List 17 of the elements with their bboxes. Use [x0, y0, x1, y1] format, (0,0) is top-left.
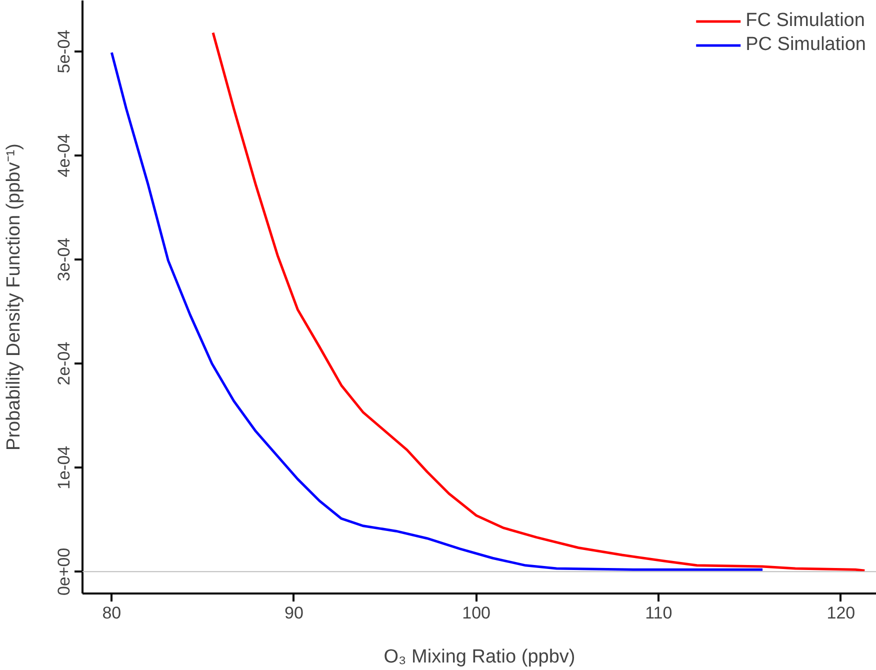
- y-tick-label: 1e-04: [54, 446, 74, 490]
- y-tick-label: 0e+00: [54, 548, 74, 596]
- x-tick-label: 80: [102, 604, 122, 622]
- x-axis-title: O₃ Mixing Ratio (ppbv): [384, 646, 576, 668]
- legend-label: FC Simulation: [746, 10, 865, 32]
- y-tick-label: 2e-04: [54, 342, 74, 386]
- y-tick-label: 4e-04: [54, 134, 74, 178]
- line-series: [212, 32, 866, 572]
- x-tick-label: 110: [645, 604, 672, 622]
- line-series: [110, 51, 764, 571]
- x-tick-label: 100: [462, 604, 491, 622]
- x-tick-label: 90: [284, 604, 304, 622]
- y-tick-label: 3e-04: [54, 238, 74, 282]
- x-tick-label: 120: [826, 604, 856, 622]
- legend-label: PC Simulation: [746, 34, 866, 56]
- y-axis-title: Probability Density Function (ppbv⁻¹): [4, 144, 24, 450]
- y-tick-label: 5e-04: [54, 30, 74, 74]
